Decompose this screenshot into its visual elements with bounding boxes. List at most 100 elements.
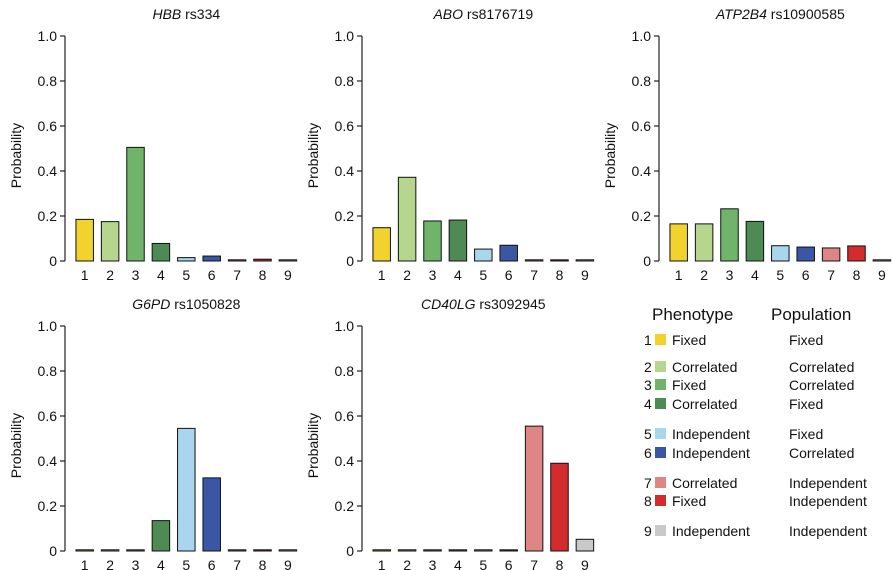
legend-number: 6 (644, 445, 652, 461)
x-tick-label: 9 (581, 557, 589, 570)
x-tick-label: 8 (853, 267, 861, 283)
legend-number: 8 (644, 493, 652, 509)
chart-title-gene: HBB (152, 6, 181, 22)
legend-phenotype: Correlated (672, 475, 737, 491)
bar-8 (254, 550, 272, 551)
legend-swatch (655, 398, 666, 409)
x-tick-label: 9 (878, 267, 886, 283)
legend-population: Independent (789, 475, 867, 491)
bar-7 (822, 248, 840, 261)
x-tick-label: 8 (259, 557, 267, 570)
y-axis-label: Probability (8, 123, 24, 188)
legend-population: Correlated (789, 377, 854, 393)
x-tick-label: 7 (827, 267, 835, 283)
y-tick-label: 0.4 (335, 453, 355, 469)
bar-5 (178, 258, 196, 261)
y-tick-label: 0 (49, 253, 57, 269)
bar-4 (449, 550, 467, 551)
x-tick-label: 3 (429, 557, 437, 570)
y-tick-label: 0.8 (38, 73, 58, 89)
y-tick-label: 0.4 (38, 163, 58, 179)
chart-panel-1: HBB rs334 0 0.2 0.4 0.6 0.8 1.0 Probability 1 2 3 4… (8, 6, 297, 283)
bar-5 (475, 550, 493, 551)
legend-entry-4: 4 Correlated Fixed (644, 396, 823, 412)
legend-swatch (655, 379, 666, 390)
chart-title-snp: rs334 (181, 6, 220, 22)
legend-population: Fixed (789, 332, 823, 348)
bar-1 (76, 550, 94, 551)
chart-title-gene: CD40LG (421, 296, 476, 312)
y-axis-label: Probability (8, 413, 24, 478)
bar-8 (551, 260, 569, 261)
bar-7 (228, 550, 246, 551)
legend-population: Independent (789, 493, 867, 509)
bar-9 (576, 260, 594, 261)
bar-3 (721, 209, 739, 261)
bar-3 (424, 550, 442, 551)
legend-phenotype: Independent (672, 426, 750, 442)
legend-entry-6: 6 Independent Correlated (644, 445, 854, 461)
x-tick-label: 8 (556, 557, 564, 570)
x-tick-label: 6 (208, 267, 216, 283)
x-tick-label: 5 (182, 557, 190, 570)
y-tick-label: 0.6 (38, 408, 58, 424)
legend-swatch (655, 334, 666, 345)
y-tick-label: 0.6 (632, 118, 652, 134)
bar-2 (101, 222, 119, 261)
x-tick-label: 5 (479, 557, 487, 570)
y-tick-label: 0.8 (38, 363, 58, 379)
y-axis-label: Probability (305, 123, 321, 188)
chart-title-gene: G6PD (132, 296, 170, 312)
y-tick-label: 0.8 (632, 73, 652, 89)
bar-6 (500, 550, 518, 551)
bar-8 (848, 246, 866, 261)
legend-swatch (655, 495, 666, 506)
legend-phenotype: Fixed (672, 493, 706, 509)
x-tick-label: 6 (802, 267, 810, 283)
x-tick-label: 2 (403, 557, 411, 570)
legend-number: 2 (644, 359, 652, 375)
legend-entry-8: 8 Fixed Independent (644, 493, 867, 509)
x-tick-label: 4 (157, 557, 165, 570)
chart-panel-5: CD40LG rs3092945 0 0.2 0.4 0.6 0.8 1.0 Probabil… (305, 296, 594, 570)
bar-4 (746, 221, 764, 261)
bar-9 (279, 260, 297, 261)
x-tick-label: 1 (675, 267, 683, 283)
y-tick-label: 0.6 (38, 118, 58, 134)
bar-6 (500, 245, 518, 261)
legend-swatch (655, 361, 666, 372)
legend-swatch (655, 477, 666, 488)
x-tick-label: 2 (106, 557, 114, 570)
x-tick-label: 3 (132, 557, 140, 570)
legend-phenotype: Correlated (672, 396, 737, 412)
chart-title-snp: rs10900585 (767, 6, 845, 22)
bar-8 (551, 463, 569, 551)
bar-4 (449, 220, 467, 261)
bar-1 (373, 228, 391, 261)
x-tick-label: 5 (776, 267, 784, 283)
y-tick-label: 0 (643, 253, 651, 269)
chart-title-snp: rs8176719 (463, 6, 533, 22)
bar-3 (127, 147, 145, 261)
bar-1 (670, 224, 688, 261)
y-tick-label: 1.0 (335, 318, 355, 334)
legend-phenotype: Fixed (672, 332, 706, 348)
x-tick-label: 8 (259, 267, 267, 283)
legend: Phenotype Population 1 Fixed Fixed 2 Correlate… (644, 305, 867, 539)
legend-number: 5 (644, 426, 652, 442)
y-tick-label: 0.6 (335, 118, 355, 134)
bar-5 (772, 246, 790, 261)
legend-population: Fixed (789, 426, 823, 442)
chart-title-gene: ABO (432, 6, 463, 22)
chart-title: ATP2B4 rs10900585 (715, 6, 845, 22)
x-tick-label: 7 (233, 267, 241, 283)
bar-3 (127, 550, 145, 551)
bar-6 (203, 478, 221, 551)
legend-population: Correlated (789, 445, 854, 461)
x-tick-label: 7 (530, 267, 538, 283)
x-tick-label: 5 (479, 267, 487, 283)
x-tick-label: 3 (132, 267, 140, 283)
y-tick-label: 0 (346, 543, 354, 559)
chart-title: G6PD rs1050828 (132, 296, 240, 312)
y-tick-label: 0.2 (632, 208, 652, 224)
